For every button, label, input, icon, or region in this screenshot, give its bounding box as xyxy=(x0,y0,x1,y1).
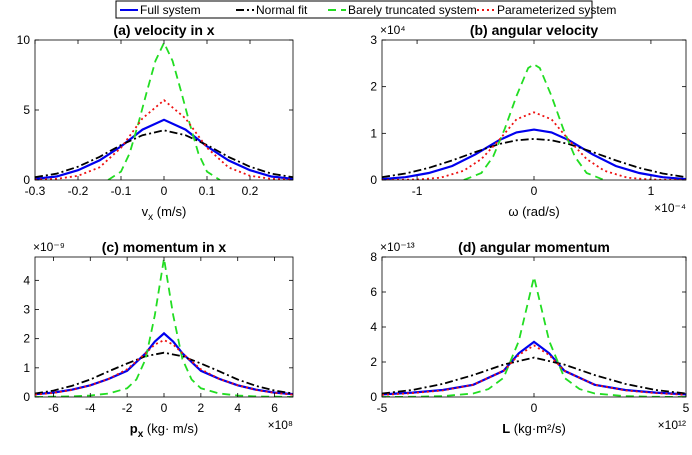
chart-title: (a) velocity in x xyxy=(113,22,214,38)
x-tick-label: 0 xyxy=(161,184,168,198)
x-tick-label: 5 xyxy=(683,401,690,415)
series-line-normal-fit xyxy=(35,129,293,179)
plot-frame xyxy=(381,39,687,181)
y-tick-label: 4 xyxy=(23,273,30,287)
series-line-normal-fit xyxy=(35,351,293,395)
series-line-parameterized-system xyxy=(35,339,293,396)
y-tick-label: 4 xyxy=(370,320,377,334)
series-line-normal-fit xyxy=(382,137,686,179)
legend-label: Barely truncated system xyxy=(348,3,477,17)
x-axis-label: L (kg·m²/s) xyxy=(502,421,566,436)
series-line-normal-fit xyxy=(382,356,686,395)
y-tick-label: 1 xyxy=(370,126,377,140)
plot-frame xyxy=(381,256,687,398)
x-axis-unit: (rad/s) xyxy=(518,204,559,219)
series-line-barely-truncated-system xyxy=(382,276,686,397)
y-tick-label: 6 xyxy=(370,285,377,299)
y-tick-label: 0 xyxy=(370,173,377,187)
legend-label: Full system xyxy=(140,3,201,17)
x-tick-label: 0 xyxy=(531,184,538,198)
x-axis-unit: (kg· m/s) xyxy=(143,421,198,436)
plot-frame xyxy=(34,256,294,398)
y-tick-label: 0 xyxy=(23,390,30,404)
y-exponent: ×10⁻¹³ xyxy=(380,240,415,254)
series-line-barely-truncated-system xyxy=(107,40,221,180)
x-axis-label: px (kg· m/s) xyxy=(130,421,198,440)
x-axis-symbol: L xyxy=(502,421,510,436)
y-exponent: ×10⁻⁹ xyxy=(33,240,65,254)
x-exponent: ×10⁸ xyxy=(268,418,293,432)
x-axis-symbol: v xyxy=(142,204,149,219)
x-tick-label: 0 xyxy=(161,401,168,415)
x-tick-label: -1 xyxy=(412,184,423,198)
panel-3: -6 -4 -2 0 2 4 6 0 1 2 3 4 (c) momentum in x ×10⁻⁹ ×10… xyxy=(23,239,294,440)
y-tick-label: 3 xyxy=(370,33,377,47)
series-line-full-system xyxy=(35,331,293,396)
x-tick-label: -2 xyxy=(122,401,133,415)
y-tick-label: 0 xyxy=(23,173,30,187)
legend-box xyxy=(115,0,593,19)
x-tick-label: -0.2 xyxy=(68,184,89,198)
legend-entry: Barely truncated system xyxy=(328,3,477,17)
y-tick-label: 3 xyxy=(23,303,30,317)
y-tick-label: 0 xyxy=(370,390,377,404)
series-line-full-system xyxy=(382,128,686,180)
y-tick-label: 2 xyxy=(370,355,377,369)
x-tick-label: 0 xyxy=(531,401,538,415)
y-tick-label: 10 xyxy=(17,33,31,47)
x-axis-symbol: p xyxy=(130,421,138,436)
x-axis-label: ω (rad/s) xyxy=(508,204,559,219)
legend-label: Parameterized system xyxy=(497,3,616,17)
x-axis-symbol: ω xyxy=(508,204,518,219)
x-exponent: ×10⁻⁴ xyxy=(654,201,686,215)
legend-entry: Parameterized system xyxy=(477,3,616,17)
legend-label: Normal fit xyxy=(256,3,308,17)
chart-title: (b) angular velocity xyxy=(470,22,599,38)
x-tick-label: 1 xyxy=(648,184,655,198)
legend-entry: Full system xyxy=(120,3,201,17)
x-axis-subscript: x xyxy=(148,212,153,223)
legend-entry: Normal fit xyxy=(236,3,308,17)
x-tick-label: 6 xyxy=(271,401,278,415)
panel-2: -1 0 1 0 1 2 3 (b) angular velocity ×10⁴ ×10⁻⁴ ω (… xyxy=(370,22,687,219)
x-tick-label: -0.3 xyxy=(25,184,46,198)
x-tick-label: -0.1 xyxy=(111,184,132,198)
series-line-full-system xyxy=(35,118,293,180)
y-tick-label: 5 xyxy=(23,103,30,117)
y-tick-label: 2 xyxy=(370,80,377,94)
legend: Full system Normal fit Barely truncated sy… xyxy=(115,0,616,19)
x-axis-label: vx (m/s) xyxy=(142,204,187,223)
series-line-parameterized-system xyxy=(35,99,293,180)
x-axis-unit: (kg·m²/s) xyxy=(510,421,566,436)
y-tick-label: 1 xyxy=(23,361,30,375)
series-line-parameterized-system xyxy=(382,111,686,180)
x-tick-label: 2 xyxy=(198,401,205,415)
x-tick-label: -4 xyxy=(85,401,96,415)
x-axis-unit: (m/s) xyxy=(153,204,186,219)
panel-1: -0.3 -0.2 -0.1 0 0.1 0.2 0 5 10 (a) velocity in x… xyxy=(17,22,294,223)
y-exponent: ×10⁴ xyxy=(380,23,406,37)
x-tick-label: -6 xyxy=(48,401,59,415)
x-exponent: ×10¹² xyxy=(658,418,686,432)
chart-title: (c) momentum in x xyxy=(102,239,227,255)
chart-title: (d) angular momentum xyxy=(458,239,610,255)
x-axis-subscript: x xyxy=(138,429,144,440)
y-tick-label: 8 xyxy=(370,250,377,264)
x-tick-label: 0.2 xyxy=(242,184,259,198)
series-line-parameterized-system xyxy=(382,344,686,396)
series-line-barely-truncated-system xyxy=(35,258,293,397)
series-line-barely-truncated-system xyxy=(463,63,605,180)
x-tick-label: 0.1 xyxy=(199,184,216,198)
plot-frame xyxy=(34,39,294,181)
x-tick-label: -5 xyxy=(377,401,388,415)
y-tick-label: 2 xyxy=(23,332,30,346)
x-tick-label: 4 xyxy=(234,401,241,415)
